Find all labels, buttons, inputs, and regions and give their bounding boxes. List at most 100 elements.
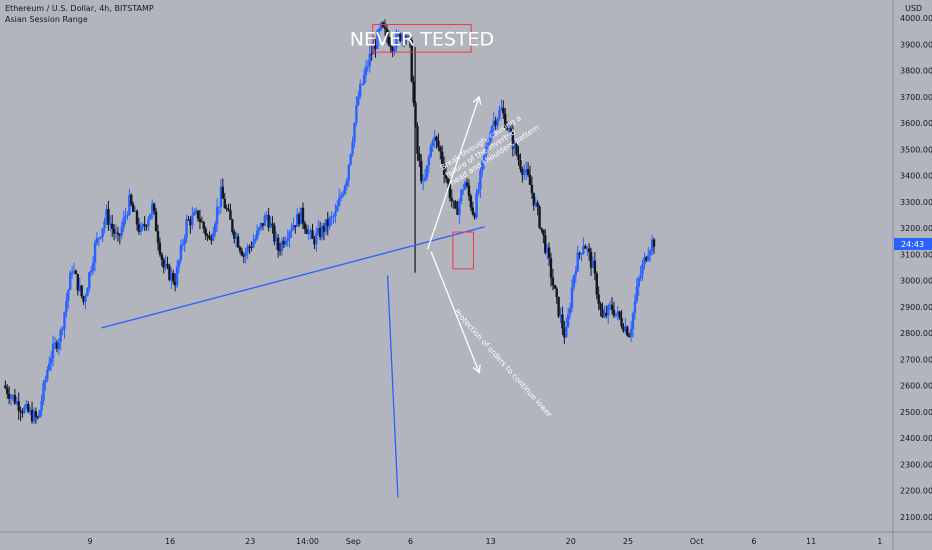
candle-body <box>391 46 394 52</box>
candle-body <box>288 231 291 239</box>
candle-body <box>212 232 215 241</box>
candle-body <box>473 214 476 218</box>
price-tick-label: 3800.00 <box>900 67 932 76</box>
candle-body <box>589 252 593 268</box>
never-tested-box[interactable] <box>372 24 472 53</box>
candle-body <box>214 223 217 233</box>
candle-body <box>494 120 497 126</box>
candle-body <box>505 127 509 130</box>
candle-body <box>305 229 308 234</box>
candle-body <box>30 410 34 422</box>
candle-body <box>446 178 450 184</box>
candle-body <box>53 342 57 344</box>
price-axis[interactable]: USD 2100.002200.002300.002400.002500.002… <box>892 0 932 550</box>
bullish-target-line[interactable] <box>427 96 480 250</box>
candle-body <box>202 222 205 229</box>
candle-body <box>532 192 536 206</box>
price-tick-label: 3300.00 <box>900 198 932 207</box>
candle-body <box>357 96 360 106</box>
candle-body <box>620 317 623 327</box>
time-tick-label: 11 <box>806 537 816 546</box>
candle-body <box>566 314 570 327</box>
candle-body <box>347 164 350 181</box>
candle-body <box>511 131 515 149</box>
candle-body <box>320 226 324 238</box>
candle-body <box>614 313 618 317</box>
candle-body <box>326 219 329 227</box>
candle-body <box>397 33 400 35</box>
candle-body <box>416 126 419 154</box>
candle-body <box>275 237 278 242</box>
candle-body <box>427 156 431 166</box>
candle-body <box>78 285 81 291</box>
candle-body <box>9 396 13 399</box>
candle-body <box>410 40 413 82</box>
candle-body <box>267 215 270 228</box>
candle-body <box>481 160 484 171</box>
price-ticks: 2100.00 2200.00 2300.00 2400.00 2500.00 2600.… <box>900 14 932 522</box>
candle-body <box>246 246 249 253</box>
candle-body <box>578 252 581 254</box>
candle-body <box>27 404 30 412</box>
candle-body <box>273 225 276 242</box>
candle-body <box>80 285 83 297</box>
candle-body <box>269 223 272 228</box>
candle-body <box>412 81 415 103</box>
plot-area[interactable] <box>0 0 893 532</box>
candle-body <box>574 271 577 276</box>
price-tick-label: 2600.00 <box>900 382 932 391</box>
candle-body <box>137 224 141 232</box>
candle-body <box>299 207 303 225</box>
candle-body <box>173 281 177 286</box>
candle-body <box>185 219 188 238</box>
candle-body <box>545 247 549 253</box>
head-drop-line[interactable] <box>386 275 399 498</box>
candle-body <box>418 153 421 161</box>
candle-body <box>406 36 410 39</box>
candle-body <box>183 237 186 245</box>
time-tick-label: 20 <box>566 537 576 546</box>
candle-body <box>452 200 455 202</box>
candle-body <box>408 36 412 41</box>
candle-body <box>206 235 209 237</box>
candle-body <box>601 309 604 318</box>
candle-body <box>286 238 289 242</box>
candle-body <box>135 210 139 225</box>
candle-body <box>139 227 143 232</box>
candle-body <box>387 36 391 45</box>
candle-body <box>641 264 644 275</box>
candle-body <box>196 210 200 219</box>
candle-body <box>181 244 184 246</box>
candle-body <box>193 212 196 216</box>
candle-body <box>425 165 429 178</box>
candle-body <box>488 138 492 144</box>
candle-body <box>362 75 366 84</box>
retest-box[interactable] <box>452 231 474 270</box>
candle-body <box>99 236 102 239</box>
price-tick-label: 2800.00 <box>900 329 932 338</box>
candle-body <box>296 214 299 227</box>
time-axis[interactable]: 9 16 23 14:00 Sep 6 13 20 25 Oct 6 11 1 <box>0 531 932 546</box>
price-tick-label: 2300.00 <box>900 460 932 469</box>
candle-body <box>633 301 637 314</box>
candle-body <box>74 270 78 275</box>
candle-body <box>484 146 488 156</box>
drawings[interactable] <box>101 24 486 498</box>
candle-body <box>28 410 32 412</box>
candle-body <box>303 223 307 230</box>
bearish-target-line[interactable] <box>430 251 480 373</box>
candle-body <box>498 110 501 120</box>
neckline-line[interactable] <box>101 226 486 329</box>
candle-body <box>389 44 392 47</box>
candle-body <box>523 171 526 175</box>
candle-body <box>561 314 564 329</box>
candle-body <box>162 259 165 268</box>
time-tick-label: 14:00 <box>296 537 319 546</box>
candle-body <box>379 22 383 30</box>
candle-body <box>198 218 202 222</box>
candle-body <box>339 195 343 198</box>
candle-body <box>126 214 129 216</box>
candle-body <box>233 231 236 239</box>
candle-body <box>110 223 114 229</box>
